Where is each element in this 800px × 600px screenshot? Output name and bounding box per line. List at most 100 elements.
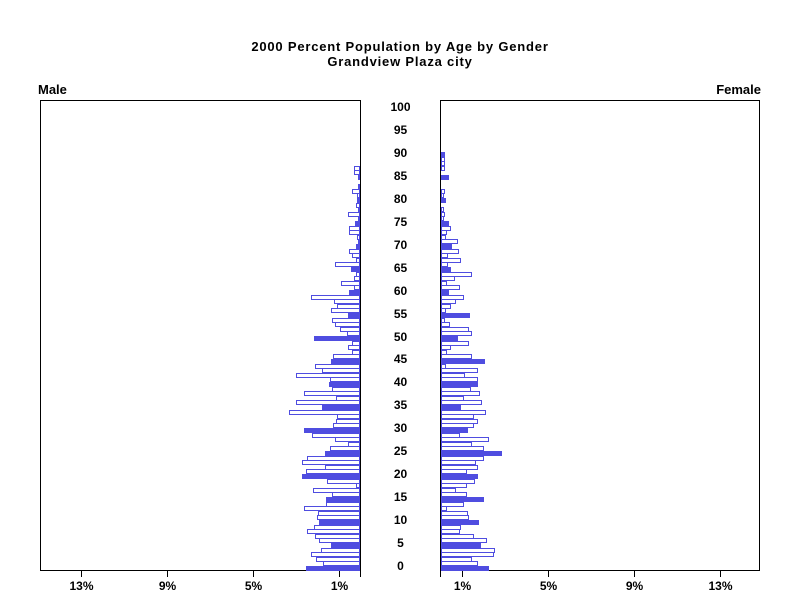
male-bar-age-40 — [328, 381, 360, 387]
female-bar-age-46 — [441, 354, 473, 360]
male-pct-1-label: 1% — [330, 579, 349, 593]
male-bar-age-23 — [301, 460, 360, 466]
female-bar-age-63 — [441, 276, 455, 282]
male-bar-age-17 — [312, 487, 360, 493]
female-bar-age-56 — [441, 308, 447, 314]
male-bar-age-33 — [337, 414, 360, 420]
male-bar-age-11 — [317, 515, 360, 521]
female-bar-age-77 — [441, 211, 445, 217]
age-tick-label-80: 80 — [393, 191, 408, 206]
male-bar-age-36 — [295, 400, 360, 406]
female-bar-age-82 — [441, 188, 446, 194]
female-bar-age-37 — [441, 395, 464, 401]
male-bar-age-31 — [333, 423, 360, 429]
female-bar-age-40 — [441, 381, 478, 387]
age-tick-label-20: 20 — [393, 467, 408, 482]
female-bar-age-74 — [441, 225, 451, 231]
female-zero-axis-foot — [440, 571, 441, 577]
female-bar-age-23 — [441, 460, 477, 466]
female-bar-age-10 — [441, 519, 479, 525]
female-bar-age-89 — [441, 156, 445, 162]
age-tick-label-95: 95 — [393, 122, 408, 137]
female-pct-13-label: 13% — [708, 579, 733, 593]
male-bar-age-51 — [347, 331, 360, 337]
male-bar-age-77 — [348, 211, 360, 217]
age-tick-label-30: 30 — [393, 421, 408, 436]
male-bar-age-79 — [355, 202, 360, 208]
female-bar-age-14 — [441, 501, 464, 507]
female-bar-age-36 — [441, 400, 482, 406]
male-bar-age-73 — [349, 230, 360, 236]
age-tick-label-85: 85 — [393, 168, 408, 183]
female-bar-age-25 — [441, 450, 503, 456]
male-bar-age-67 — [355, 257, 360, 263]
male-bar-age-74 — [349, 225, 360, 231]
male-bar-age-43 — [322, 368, 360, 374]
female-bar-age-55 — [441, 312, 471, 318]
male-bar-age-0 — [306, 565, 360, 571]
female-bar-age-81 — [441, 193, 445, 199]
female-bar-age-53 — [441, 322, 450, 328]
female-bar-age-33 — [441, 414, 475, 420]
male-bar-age-37 — [336, 395, 360, 401]
female-pct-9-label: 9% — [625, 579, 644, 593]
female-bar-age-54 — [441, 317, 446, 323]
male-bar-age-45 — [330, 358, 360, 364]
male-bar-age-62 — [340, 280, 360, 286]
male-bar-age-44 — [314, 363, 360, 369]
female-bar-age-45 — [441, 358, 486, 364]
female-pct-1-tick — [461, 571, 463, 577]
male-bar-age-34 — [289, 409, 360, 415]
male-bar-age-69 — [349, 248, 360, 254]
male-bar-age-87 — [353, 165, 360, 171]
female-bar-age-20 — [441, 473, 478, 479]
female-bar-age-24 — [441, 455, 484, 461]
male-bar-age-57 — [337, 303, 360, 309]
female-bar-age-71 — [441, 239, 459, 245]
male-bar-age-28 — [335, 437, 360, 443]
female-bar-age-42 — [441, 372, 465, 378]
male-bar-age-22 — [324, 464, 360, 470]
female-bar-age-43 — [441, 368, 478, 374]
age-tick-label-35: 35 — [393, 398, 408, 413]
female-bar-age-51 — [441, 331, 473, 337]
female-bar-age-30 — [441, 427, 468, 433]
age-tick-label-5: 5 — [397, 536, 404, 551]
age-tick-label-40: 40 — [393, 375, 408, 390]
female-bar-age-4 — [441, 547, 495, 553]
female-bar-age-75 — [441, 220, 449, 226]
male-bars-panel — [40, 100, 361, 571]
male-bar-age-19 — [326, 478, 360, 484]
female-bar-age-50 — [441, 335, 459, 341]
female-bar-age-62 — [441, 280, 448, 286]
male-bar-age-15 — [325, 496, 360, 502]
age-tick-label-70: 70 — [393, 237, 408, 252]
female-bar-age-13 — [441, 506, 448, 512]
male-bar-age-9 — [313, 524, 360, 530]
male-pct-9-tick — [166, 571, 168, 577]
female-bar-age-7 — [441, 533, 475, 539]
female-bar-age-27 — [441, 441, 473, 447]
female-pct-5-tick — [547, 571, 549, 577]
male-bar-age-63 — [353, 276, 360, 282]
female-bar-age-1 — [441, 561, 478, 567]
female-bar-age-28 — [441, 437, 490, 443]
male-bar-age-10 — [319, 519, 360, 525]
male-bar-age-6 — [319, 538, 360, 544]
male-bar-age-68 — [352, 253, 360, 259]
female-bar-age-18 — [441, 483, 467, 489]
male-bar-age-13 — [304, 506, 360, 512]
male-bar-age-49 — [352, 340, 360, 346]
age-tick-label-45: 45 — [393, 352, 408, 367]
male-bar-age-26 — [329, 446, 360, 452]
female-bar-age-68 — [441, 253, 449, 259]
male-bar-age-80 — [356, 197, 360, 203]
female-pct-9-tick — [633, 571, 635, 577]
female-bar-age-41 — [441, 377, 478, 383]
age-tick-label-55: 55 — [393, 306, 408, 321]
male-bar-age-86 — [353, 170, 360, 176]
female-bar-age-22 — [441, 464, 478, 470]
female-panel-label: Female — [716, 82, 761, 97]
male-bar-age-78 — [357, 207, 360, 213]
